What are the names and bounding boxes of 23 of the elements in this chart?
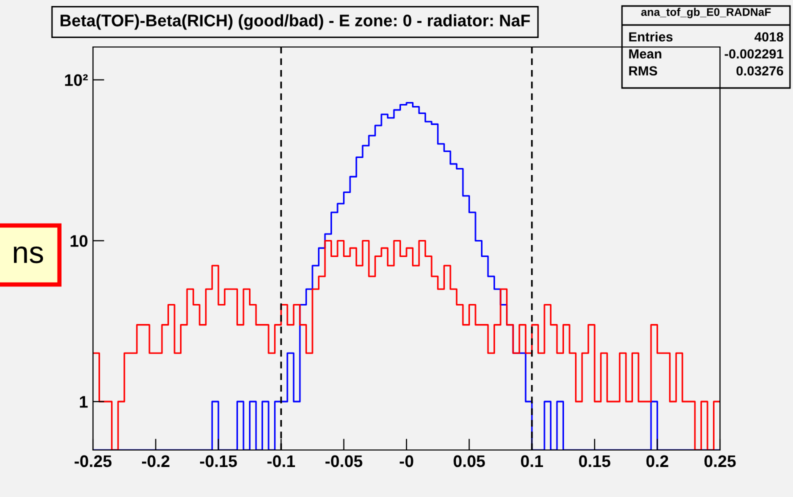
annotation: RMS xyxy=(629,66,658,76)
text: 4018 xyxy=(754,32,784,42)
text: 0.03276 xyxy=(736,66,784,76)
x-tick-label: 0.2 xyxy=(646,455,668,468)
x-tick-label: -0 xyxy=(400,455,414,468)
x-tick-label: -0.1 xyxy=(267,455,295,468)
text: ana_tof_gb_E0_RADNaF xyxy=(641,8,771,18)
x-tick-label: 0.25 xyxy=(704,455,736,468)
x-tick-label: -0.2 xyxy=(142,455,170,468)
x-tick-label: 0.1 xyxy=(520,455,544,468)
x-tick-label: -0.15 xyxy=(200,455,237,468)
chart-title: Beta(TOF)-Beta(RICH) (good/bad) - E zone: 0 - radiator: NaF xyxy=(60,14,530,30)
text: ns xyxy=(14,246,44,264)
y-tick-label: 10² xyxy=(65,74,88,86)
annotation: Mean xyxy=(629,49,662,59)
x-tick-label: 0.05 xyxy=(454,455,485,468)
text: Entries xyxy=(629,32,673,42)
x-tick-label: -0.25 xyxy=(74,455,112,468)
x-tick-label: -0.05 xyxy=(325,455,362,468)
text: -0.002291 xyxy=(724,49,784,59)
x-tick-label: 0.15 xyxy=(579,455,610,468)
y-tick-label: 10 xyxy=(70,235,88,247)
y-tick-label: 1 xyxy=(80,396,88,408)
